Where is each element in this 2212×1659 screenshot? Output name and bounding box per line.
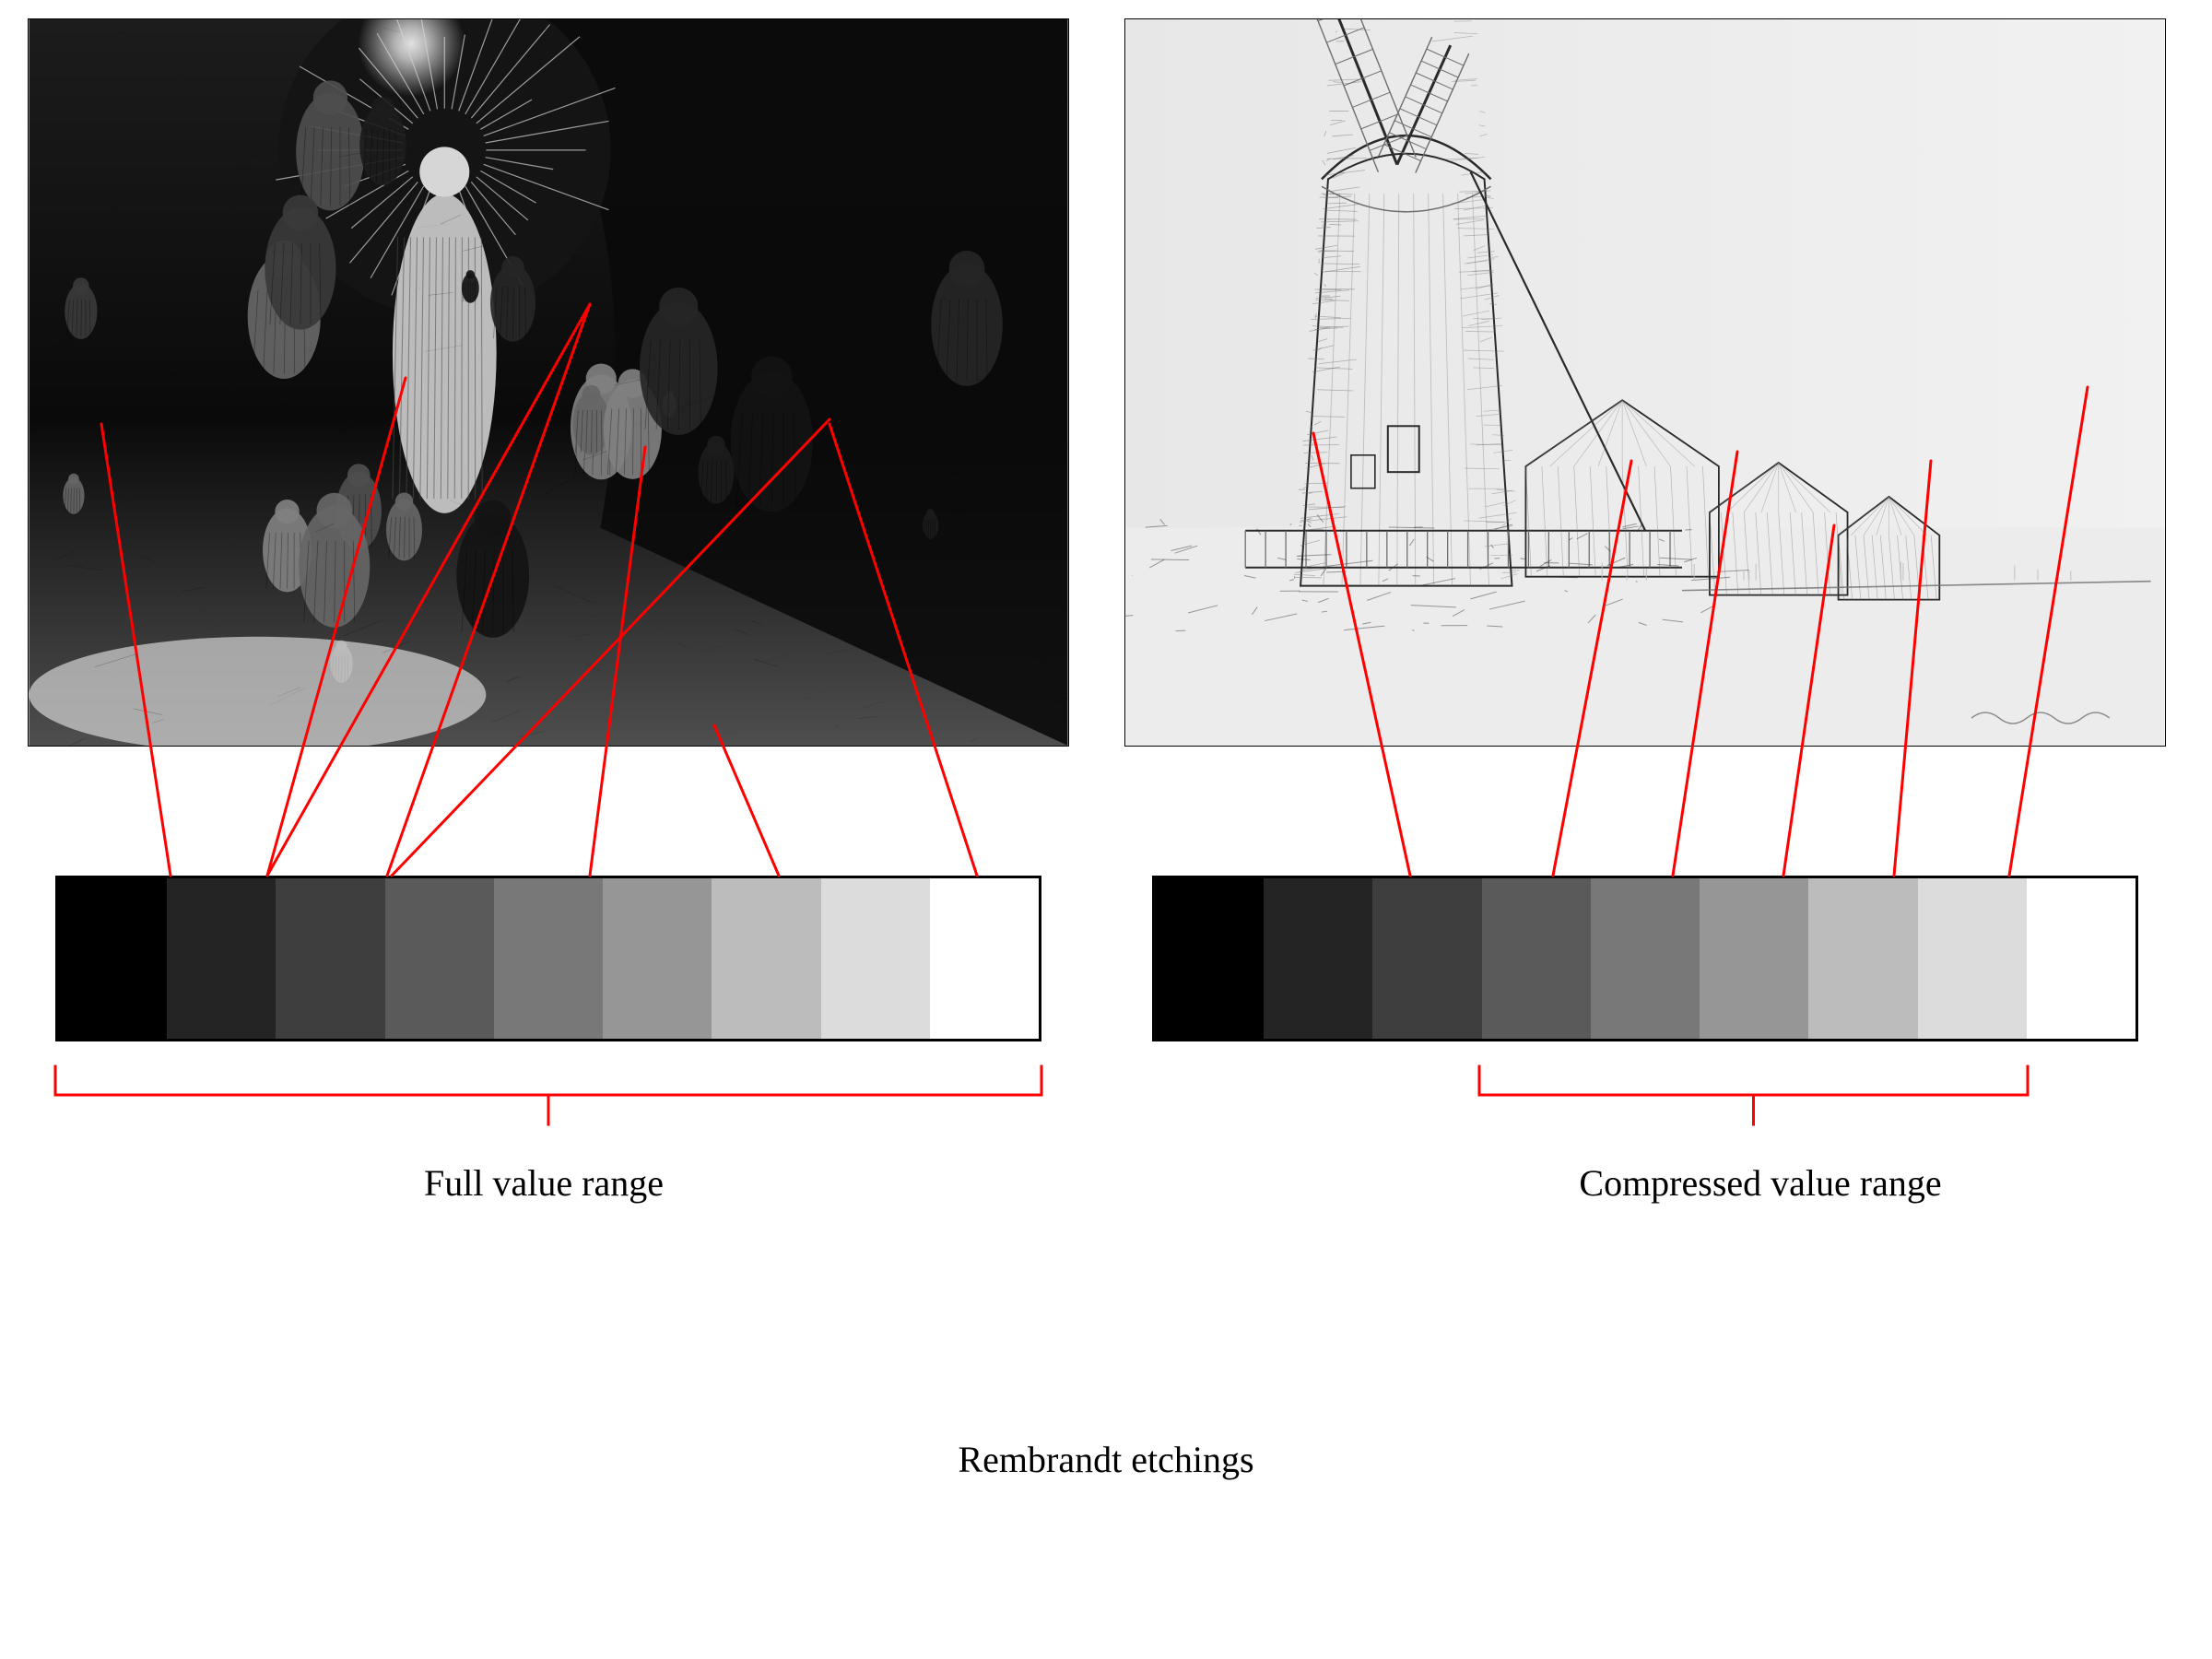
value-scale-left	[55, 876, 1041, 1041]
label-compressed-range: Compressed value range	[1484, 1161, 2037, 1205]
value-swatch	[1808, 878, 1917, 1039]
value-swatch	[276, 878, 384, 1039]
value-swatch	[712, 878, 820, 1039]
value-swatch	[1700, 878, 1808, 1039]
value-swatch	[1155, 878, 1264, 1039]
value-swatch	[1591, 878, 1700, 1039]
value-swatch	[58, 878, 167, 1039]
value-swatch	[385, 878, 494, 1039]
value-swatch	[1372, 878, 1481, 1039]
bracket-right	[1475, 1065, 2032, 1129]
value-scale-right	[1152, 876, 2138, 1041]
value-swatch	[1482, 878, 1591, 1039]
value-swatch	[494, 878, 603, 1039]
value-swatch	[1264, 878, 1372, 1039]
artwork-compressed-range	[1124, 18, 2166, 747]
footer-caption: Rembrandt etchings	[0, 1438, 2212, 1481]
artwork-full-range	[28, 18, 1069, 747]
label-full-range: Full value range	[276, 1161, 811, 1205]
value-swatch	[930, 878, 1039, 1039]
value-swatch	[167, 878, 276, 1039]
value-swatch	[1918, 878, 2027, 1039]
bracket-left	[51, 1065, 1046, 1129]
value-swatch	[821, 878, 930, 1039]
value-swatch	[2027, 878, 2136, 1039]
value-swatch	[603, 878, 712, 1039]
